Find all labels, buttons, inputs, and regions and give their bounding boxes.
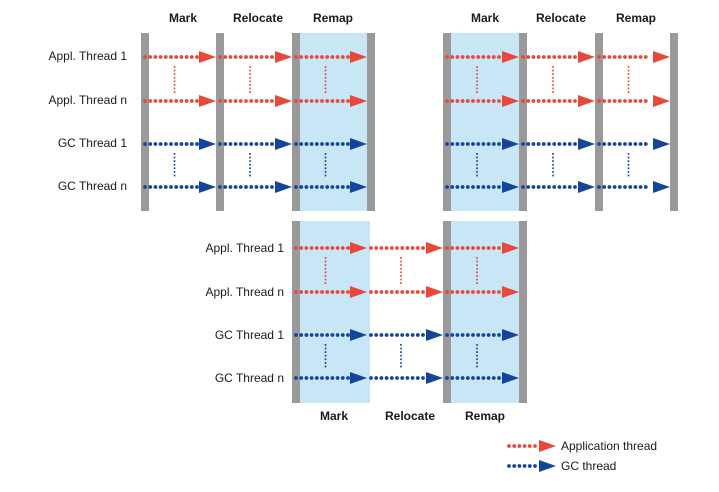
phase-label-top-remap-1: Remap (313, 11, 353, 25)
row-label-bottom-appl-thread-1: Appl. Thread 1 (206, 241, 285, 255)
vdots-bottom-gc-col-1 (324, 344, 327, 368)
divider-top-6 (519, 33, 527, 211)
arrow-bottom-gc-thread-n-col-3 (445, 372, 519, 384)
arrow-bottom-gc-thread-1-col-1 (294, 329, 367, 341)
divider-bottom-3 (519, 221, 527, 403)
vdots-top-appl-col-4 (476, 66, 478, 93)
arrow-top-appl-thread-1-col-5 (521, 51, 595, 63)
arrow-bottom-appl-thread-n-col-2 (369, 286, 443, 298)
arrow-top-gc-thread-n-col-3 (294, 181, 367, 193)
arrow-top-appl-thread-n-col-2 (218, 95, 292, 107)
phase-label-bottom-relocate: Relocate (385, 409, 435, 423)
arrow-bottom-appl-thread-1-col-3 (445, 242, 519, 254)
legend-label-gc-thread: GC thread (561, 459, 616, 473)
arrow-top-gc-thread-n-col-6 (597, 181, 670, 193)
arrow-top-appl-thread-n-col-6 (597, 95, 670, 107)
arrow-top-gc-thread-1-col-2 (218, 138, 292, 150)
shaded-regions (298, 33, 521, 403)
vdots-top-gc-col-4 (476, 153, 478, 177)
vdots-top-appl-col-2 (249, 66, 251, 93)
arrow-top-appl-thread-1-col-2 (218, 51, 292, 63)
arrow-top-gc-thread-1-col-5 (521, 138, 595, 150)
vdots-top-gc-col-6 (627, 153, 630, 177)
divider-top-8 (670, 33, 678, 211)
phase-label-top-relocate-2: Relocate (536, 11, 586, 25)
divider-top-2 (216, 33, 224, 211)
thread-arrows (143, 51, 670, 384)
row-label-top-gc-thread-1: GC Thread 1 (58, 136, 127, 150)
arrow-top-gc-thread-1-col-1 (143, 138, 216, 150)
vdots-bottom-gc-col-3 (476, 344, 478, 368)
arrow-top-appl-thread-n-col-1 (143, 95, 216, 107)
arrow-top-appl-thread-1-col-4 (445, 51, 519, 63)
row-label-top-gc-thread-n: GC Thread n (58, 179, 127, 193)
row-labels: Appl. Thread 1 Appl. Thread n GC Thread … (49, 49, 285, 385)
divider-top-3 (292, 33, 300, 211)
vdots-bottom-gc-col-2 (400, 344, 402, 368)
arrow-top-appl-thread-1-col-1 (143, 51, 216, 63)
remap-shade-top-left (298, 33, 370, 211)
legend-arrow-application-thread (507, 440, 556, 452)
arrow-top-gc-thread-1-col-3 (294, 138, 367, 150)
vdots-top-gc-col-2 (249, 153, 251, 177)
arrow-bottom-gc-thread-1-col-2 (369, 329, 443, 341)
divider-bottom-1 (292, 221, 300, 403)
arrow-top-gc-thread-1-col-6 (597, 138, 670, 150)
remap-shade-bottom-left (298, 221, 370, 403)
vdots-top-appl-col-3 (324, 66, 327, 93)
legend: Application thread GC thread (507, 439, 657, 473)
arrow-bottom-appl-thread-n-col-3 (445, 286, 519, 298)
vdots-top-appl-col-1 (173, 66, 176, 93)
vdots-top-gc-col-5 (552, 153, 554, 177)
vdots-top-gc-col-1 (173, 153, 176, 177)
phase-label-top-relocate-1: Relocate (233, 11, 283, 25)
phase-label-bottom-mark: Mark (320, 409, 348, 423)
arrow-bottom-gc-thread-n-col-1 (294, 372, 367, 384)
arrow-bottom-gc-thread-1-col-3 (445, 329, 519, 341)
arrow-top-appl-thread-n-col-4 (445, 95, 519, 107)
row-label-bottom-gc-thread-1: GC Thread 1 (215, 328, 284, 342)
arrow-bottom-appl-thread-n-col-1 (294, 286, 367, 298)
arrow-bottom-gc-thread-n-col-2 (369, 372, 443, 384)
vdots-top-appl-col-6 (627, 66, 630, 93)
legend-arrow-gc-thread (507, 460, 556, 472)
arrow-top-appl-thread-n-col-3 (294, 95, 367, 107)
arrow-bottom-appl-thread-1-col-1 (294, 242, 367, 254)
arrow-top-appl-thread-1-col-6 (597, 51, 670, 63)
phase-dividers (141, 33, 678, 403)
phase-label-top-mark-1: Mark (169, 11, 197, 25)
phase-label-top-remap-2: Remap (616, 11, 656, 25)
row-label-bottom-appl-thread-n: Appl. Thread n (206, 285, 285, 299)
phase-label-top-mark-2: Mark (471, 11, 499, 25)
divider-top-1 (141, 33, 149, 211)
arrow-top-gc-thread-1-col-4 (445, 138, 519, 150)
arrow-top-gc-thread-n-col-2 (218, 181, 292, 193)
legend-label-application-thread: Application thread (561, 439, 657, 453)
arrow-top-gc-thread-n-col-1 (143, 181, 216, 193)
phase-labels: Mark Relocate Remap Mark Relocate Remap … (169, 11, 656, 423)
vdots-top-appl-col-5 (552, 66, 554, 93)
vdots-bottom-appl-col-1 (324, 257, 327, 284)
divider-top-5 (443, 33, 451, 211)
vdots-top-gc-col-3 (324, 153, 327, 177)
phase-label-bottom-remap: Remap (465, 409, 505, 423)
row-label-bottom-gc-thread-n: GC Thread n (215, 371, 284, 385)
arrow-top-appl-thread-1-col-3 (294, 51, 367, 63)
row-label-top-appl-thread-n: Appl. Thread n (49, 93, 128, 107)
row-label-top-appl-thread-1: Appl. Thread 1 (49, 49, 128, 63)
divider-top-4 (367, 33, 375, 211)
arrow-bottom-appl-thread-1-col-2 (369, 242, 443, 254)
vdots-bottom-appl-col-2 (400, 257, 402, 284)
divider-top-7 (595, 33, 603, 211)
arrow-top-appl-thread-n-col-5 (521, 95, 595, 107)
legend-arrows (507, 440, 556, 472)
arrow-top-gc-thread-n-col-4 (445, 181, 519, 193)
vdots-bottom-appl-col-3 (476, 257, 478, 284)
remap-shade-top-right (449, 33, 521, 211)
arrow-top-gc-thread-n-col-5 (521, 181, 595, 193)
divider-bottom-2 (443, 221, 451, 403)
